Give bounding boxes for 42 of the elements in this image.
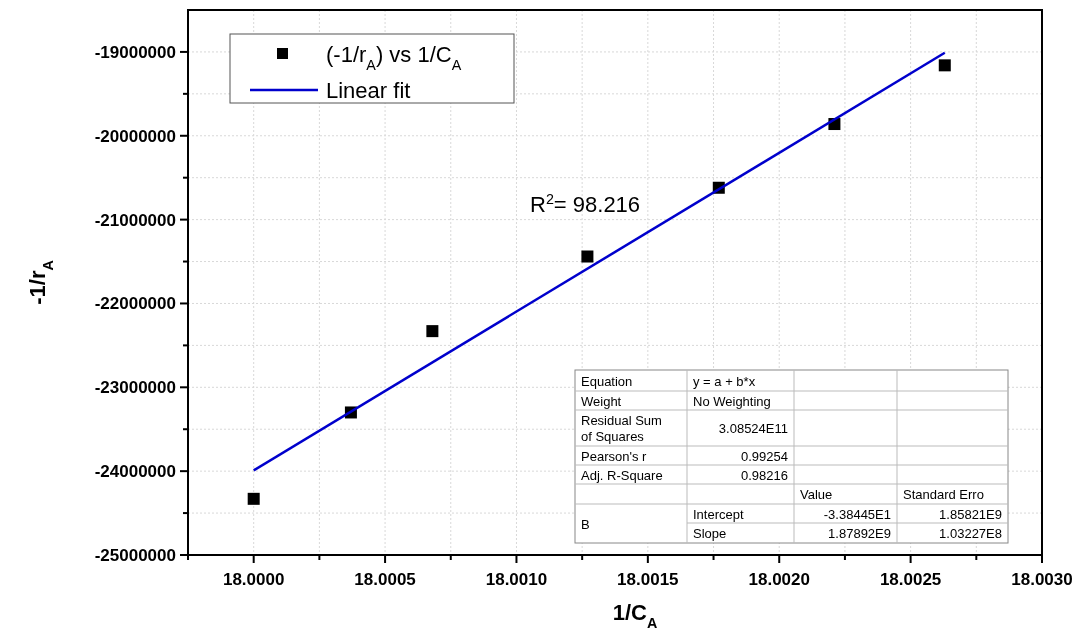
x-tick-label: 18.0010 [485,570,548,589]
annotation: 3.08524E11 [718,421,788,436]
annotation: Equation [581,373,633,389]
x-tick-label: 18.0000 [222,570,285,589]
point [247,492,260,505]
annotation: Weight [581,393,622,409]
legend-label: (-1/r$_{A}$) vs 1/C$_{A}$ [326,42,462,73]
x-tick-label: 18.0015 [617,570,679,589]
annotation: 0.98216 [741,467,788,483]
annotation: 0.99254 [741,448,788,464]
y-tick-label: -22000000 [94,294,176,314]
annotation: No Weighting [693,393,771,409]
y-tick-label: -19000000 [94,42,176,62]
annotation: 1.85821E9 [939,506,1002,522]
annotation: of Squares [581,429,645,444]
x-tick-label: 18.0020 [748,570,810,589]
x-tick-label: 18.0030 [1011,570,1073,589]
annotation: y = a + b*x [693,373,756,389]
annotation: R$^{2}$= 98.216 [530,191,641,217]
annotation: Pearson's r [581,448,648,464]
annotation: Adj. R-Square [581,467,663,483]
annotation: -3.38445E1 [823,506,891,522]
annotation: 1.87892E9 [828,526,891,541]
legend-label: Linear fit [326,78,411,103]
point [581,250,594,263]
point [938,59,951,72]
y-tick-label: -24000000 [94,462,176,482]
annotation: Slope [693,526,727,541]
annotation: Residual Sum [581,413,662,428]
y-tick-label: -20000000 [94,126,176,146]
y-tick-label: -21000000 [94,210,176,230]
y-tick-label: -23000000 [94,378,176,398]
y-tick-label: -25000000 [94,546,176,565]
annotation: B [581,516,590,532]
annotation: Intercept [693,506,744,522]
annotation: 1.03227E8 [939,526,1002,541]
annotation: Value [800,487,833,502]
point [426,325,439,338]
annotation: Standard Erro [903,487,984,502]
x-tick-label: 18.0025 [879,570,942,589]
x-tick-label: 18.0005 [354,570,416,589]
x-axis-title: 1/C$_{A}$ [612,600,658,631]
